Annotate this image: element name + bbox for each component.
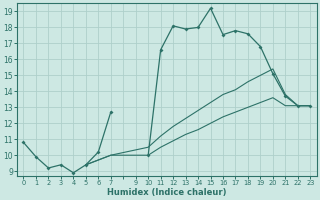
X-axis label: Humidex (Indice chaleur): Humidex (Indice chaleur) bbox=[107, 188, 227, 197]
